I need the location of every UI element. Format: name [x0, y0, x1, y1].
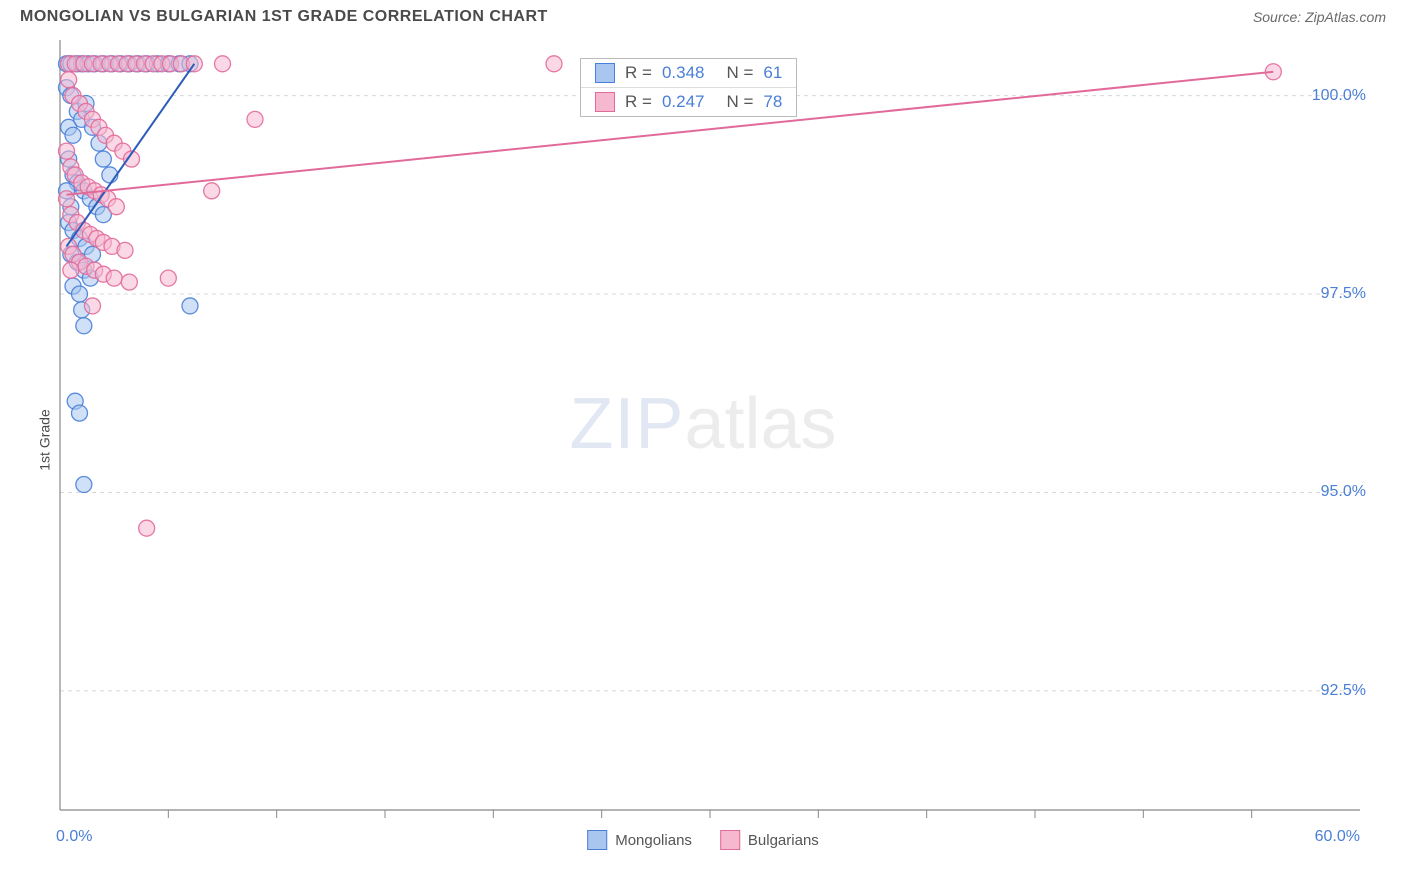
n-value: 78 [763, 92, 782, 112]
n-value: 61 [763, 63, 782, 83]
r-label: R = [625, 63, 652, 83]
x-axis-max-label: 60.0% [1315, 828, 1360, 846]
r-value: 0.348 [662, 63, 705, 83]
legend-item: Mongolians [587, 830, 692, 850]
scatter-chart [20, 30, 1386, 850]
chart-header: MONGOLIAN VS BULGARIAN 1ST GRADE CORRELA… [0, 0, 1406, 30]
chart-source: Source: ZipAtlas.com [1253, 9, 1386, 25]
r-value: 0.247 [662, 92, 705, 112]
legend-swatch [720, 830, 740, 850]
y-tick-label: 92.5% [1321, 682, 1366, 700]
legend-swatch [587, 830, 607, 850]
y-tick-label: 97.5% [1321, 285, 1366, 303]
chart-title: MONGOLIAN VS BULGARIAN 1ST GRADE CORRELA… [20, 8, 548, 26]
r-label: R = [625, 92, 652, 112]
legend-item: Bulgarians [720, 830, 819, 850]
stats-row: R = 0.348 N = 61 [581, 59, 796, 88]
correlation-stats-box: R = 0.348 N = 61 R = 0.247 N = 78 [580, 58, 797, 117]
n-label: N = [726, 63, 753, 83]
x-axis-min-label: 0.0% [56, 828, 92, 846]
y-tick-label: 100.0% [1312, 87, 1366, 105]
legend: Mongolians Bulgarians [587, 830, 819, 850]
legend-label: Mongolians [615, 832, 692, 849]
y-tick-label: 95.0% [1321, 483, 1366, 501]
legend-label: Bulgarians [748, 832, 819, 849]
series-swatch [595, 92, 615, 112]
chart-area: 1st Grade ZIPatlas R =0.348N =61R =0.247… [20, 30, 1386, 850]
series-swatch [595, 63, 615, 83]
n-label: N = [726, 92, 753, 112]
stats-row: R = 0.247 N = 78 [581, 88, 796, 116]
